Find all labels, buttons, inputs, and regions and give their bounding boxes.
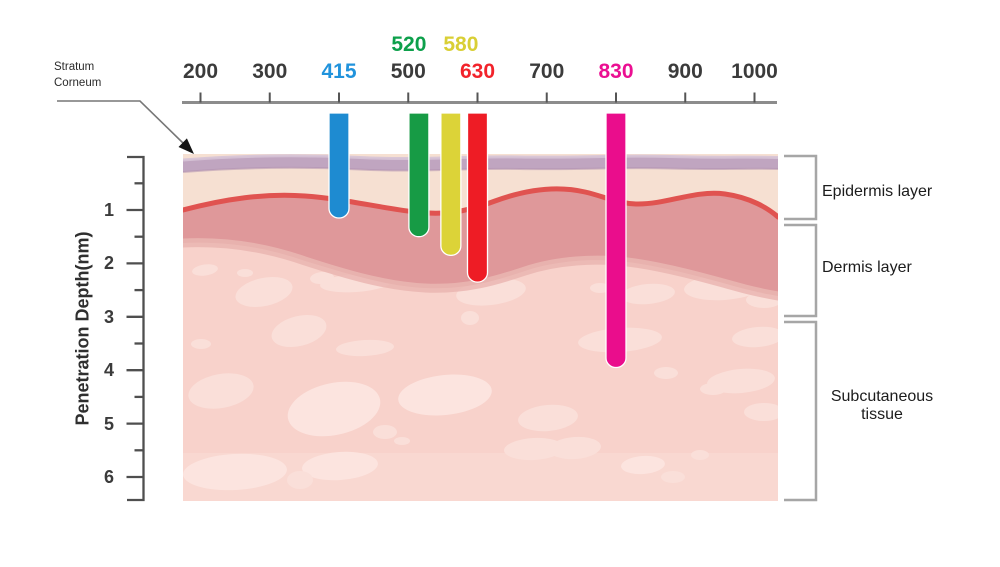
wavelength-tick-label: 500 (390, 60, 426, 83)
depth-tick-label: 3 (103, 306, 114, 327)
dermis-layer-label: Dermis layer (822, 259, 912, 276)
wavelength-tick-label: 830 (598, 60, 634, 83)
fat-blob (191, 339, 211, 349)
fat-blob (287, 381, 381, 437)
fat-blob (661, 471, 685, 483)
fat-blob (549, 436, 601, 460)
fat-blob (235, 277, 293, 307)
subcutaneous-tissue-label: Subcutaneous tissue (830, 388, 934, 423)
dermis-top-line (183, 186, 778, 220)
wavelength-upper-label: 520 (391, 33, 427, 56)
fat-blob (373, 425, 397, 439)
layer-brackets (784, 154, 818, 502)
stratum-corneum-edge (183, 166, 778, 173)
fat-blob (590, 283, 610, 293)
wavelength-bar-415 (328, 112, 350, 219)
wavelength-bar-630 (466, 112, 489, 283)
wavelength-tick-label: 415 (321, 60, 357, 83)
wavelength-bar-830 (605, 112, 627, 369)
fat-blob (183, 453, 287, 491)
fat-blob (461, 311, 479, 325)
depth-axis-title: Penetration Depth(nm) (72, 231, 93, 426)
wavelength-tick-label: 900 (667, 60, 703, 83)
stratum-corneum-pointer (57, 100, 194, 154)
layer-bracket-0 (784, 154, 818, 221)
wavelength-bar-520 (408, 112, 430, 238)
fat-blob (398, 374, 492, 416)
dermis-fringe (183, 238, 778, 301)
wavelength-tick-label: 700 (529, 60, 565, 83)
stratum-corneum-highlight (183, 154, 778, 162)
depth-tick-label: 4 (103, 360, 114, 381)
fat-blob (302, 451, 378, 481)
depth-tick-label: 2 (103, 253, 114, 274)
wavelength-tick-label: 300 (252, 60, 288, 83)
fat-blob (287, 471, 313, 489)
depth-axis-line (127, 155, 145, 502)
wavelength-tick-label: 630 (459, 60, 496, 83)
fat-blob (621, 455, 665, 475)
wavelength-upper-label: 580 (443, 33, 479, 56)
depth-tick-label: 5 (103, 413, 114, 434)
depth-tick-label: 6 (103, 467, 114, 487)
wavelength-bar-580 (440, 112, 462, 257)
wavelength-bars (328, 112, 627, 369)
fat-blob (732, 326, 778, 348)
fat-blob (394, 437, 410, 445)
fat-blob (707, 368, 775, 394)
fat-blob (192, 264, 218, 276)
fat-blob (518, 404, 578, 432)
fat-blob (621, 283, 675, 305)
wavelength-axis (182, 92, 777, 104)
fat-blob (237, 269, 253, 277)
depth-tick-label: 1 (103, 200, 114, 220)
arrowhead-icon (178, 138, 194, 154)
fat-blob (504, 437, 564, 461)
fat-blob (744, 403, 778, 421)
layer-bracket-2 (784, 320, 818, 502)
fat-blob (271, 314, 327, 348)
fat-blob (654, 367, 678, 379)
wavelength-tick-label: 1000 (731, 60, 778, 83)
epidermis-layer-label: Epidermis layer (822, 183, 933, 200)
fat-blob (336, 339, 394, 357)
stratum-corneum-label: Stratum Corneum (54, 61, 102, 90)
depth-axis (126, 155, 145, 502)
wavelength-tick-label: 200 (182, 60, 219, 83)
leader-line (57, 100, 184, 144)
layer-bracket-1 (784, 223, 818, 318)
fat-blob (188, 373, 254, 409)
fat-blob (691, 450, 709, 460)
